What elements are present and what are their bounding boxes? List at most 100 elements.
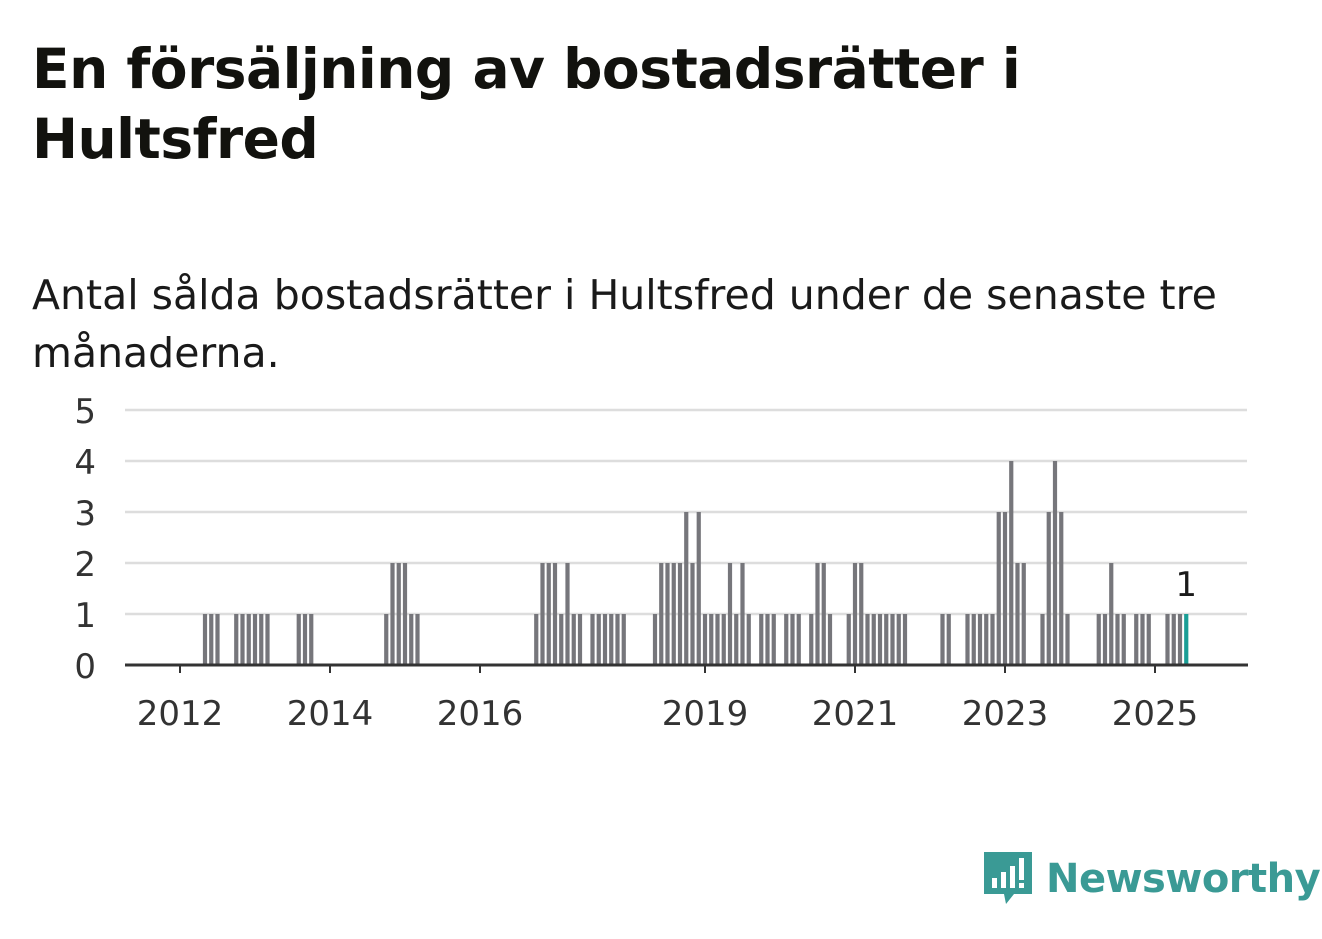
bar xyxy=(696,512,701,665)
bar xyxy=(734,614,739,665)
bar xyxy=(1171,614,1176,665)
bar xyxy=(1140,614,1145,665)
bar xyxy=(827,614,833,665)
bar xyxy=(946,614,951,665)
bar xyxy=(1102,614,1108,665)
bar xyxy=(302,614,308,665)
bar xyxy=(965,614,970,665)
bar xyxy=(690,563,695,665)
x-tick-label: 2014 xyxy=(287,694,374,734)
bar xyxy=(727,563,733,665)
bar xyxy=(1009,461,1014,665)
bar xyxy=(1109,563,1114,665)
x-tick-label: 2021 xyxy=(812,694,899,734)
newsworthy-logo-icon xyxy=(984,852,1032,904)
bar xyxy=(877,614,883,665)
bar xyxy=(884,614,889,665)
bar xyxy=(715,614,720,665)
bar xyxy=(809,614,814,665)
y-tick-label: 4 xyxy=(74,443,96,483)
y-axis-ticks: 0 1 2 3 4 5 xyxy=(74,392,96,687)
bar xyxy=(896,614,901,665)
highlight-value-label: 1 xyxy=(1175,565,1197,605)
bar xyxy=(771,614,776,665)
x-tick-label: 2012 xyxy=(137,694,224,734)
bar xyxy=(309,614,314,665)
bar xyxy=(209,614,214,665)
bar xyxy=(596,614,601,665)
annotations: 1 xyxy=(1175,565,1197,605)
bar xyxy=(540,563,545,665)
bar xyxy=(384,614,389,665)
bar xyxy=(746,614,751,665)
bar xyxy=(252,614,258,665)
bar xyxy=(1015,563,1020,665)
bar xyxy=(740,563,745,665)
bar xyxy=(390,563,395,665)
bar xyxy=(709,614,714,665)
chart-subtitle: Antal sålda bostadsrätter i Hultsfred un… xyxy=(32,271,1217,377)
bar xyxy=(1177,614,1183,665)
bar xyxy=(759,614,764,665)
y-tick-label: 3 xyxy=(74,494,96,534)
bar xyxy=(1165,614,1170,665)
x-tick-label: 2025 xyxy=(1112,694,1199,734)
bar xyxy=(577,614,583,665)
bar xyxy=(1065,614,1070,665)
y-tick-label: 5 xyxy=(74,392,96,432)
bar xyxy=(815,563,820,665)
brand-name: Newsworthy xyxy=(1046,856,1321,902)
bar xyxy=(559,614,564,665)
bar xyxy=(546,563,551,665)
bar xyxy=(996,512,1001,665)
bar xyxy=(1134,614,1139,665)
bar xyxy=(1052,461,1058,665)
bar xyxy=(621,614,626,665)
bar xyxy=(665,563,670,665)
bar xyxy=(571,614,576,665)
y-tick-label: 1 xyxy=(74,596,96,636)
bar xyxy=(396,563,401,665)
bar xyxy=(565,563,570,665)
bar xyxy=(871,614,876,665)
bar xyxy=(402,563,408,665)
bar xyxy=(1002,512,1008,665)
bar xyxy=(796,614,801,665)
bar xyxy=(409,614,414,665)
bar xyxy=(534,614,539,665)
bar xyxy=(1121,614,1126,665)
x-tick-label: 2023 xyxy=(962,694,1049,734)
newsworthy-logo[interactable]: Newsworthy xyxy=(980,848,1321,910)
bar xyxy=(784,614,789,665)
bar xyxy=(684,512,689,665)
bar xyxy=(940,614,945,665)
bar xyxy=(265,614,270,665)
bar xyxy=(852,563,858,665)
bar xyxy=(1059,512,1064,665)
bar xyxy=(702,614,708,665)
bar xyxy=(765,614,770,665)
bar xyxy=(977,614,983,665)
bar xyxy=(890,614,895,665)
bar xyxy=(1040,614,1045,665)
bar xyxy=(609,614,614,665)
bar xyxy=(240,614,245,665)
bar xyxy=(296,614,301,665)
bar xyxy=(971,614,976,665)
highlight-bar xyxy=(1184,614,1189,665)
bar xyxy=(1046,512,1051,665)
bar xyxy=(677,563,683,665)
bar xyxy=(1021,563,1026,665)
bar xyxy=(865,614,870,665)
bar xyxy=(659,563,664,665)
bar xyxy=(615,614,620,665)
bar xyxy=(590,614,595,665)
bar xyxy=(215,614,220,665)
bar xyxy=(721,614,726,665)
bar xyxy=(246,614,251,665)
x-tick-label: 2016 xyxy=(437,694,524,734)
bar xyxy=(671,563,676,665)
bar xyxy=(821,563,826,665)
bar xyxy=(902,614,908,665)
